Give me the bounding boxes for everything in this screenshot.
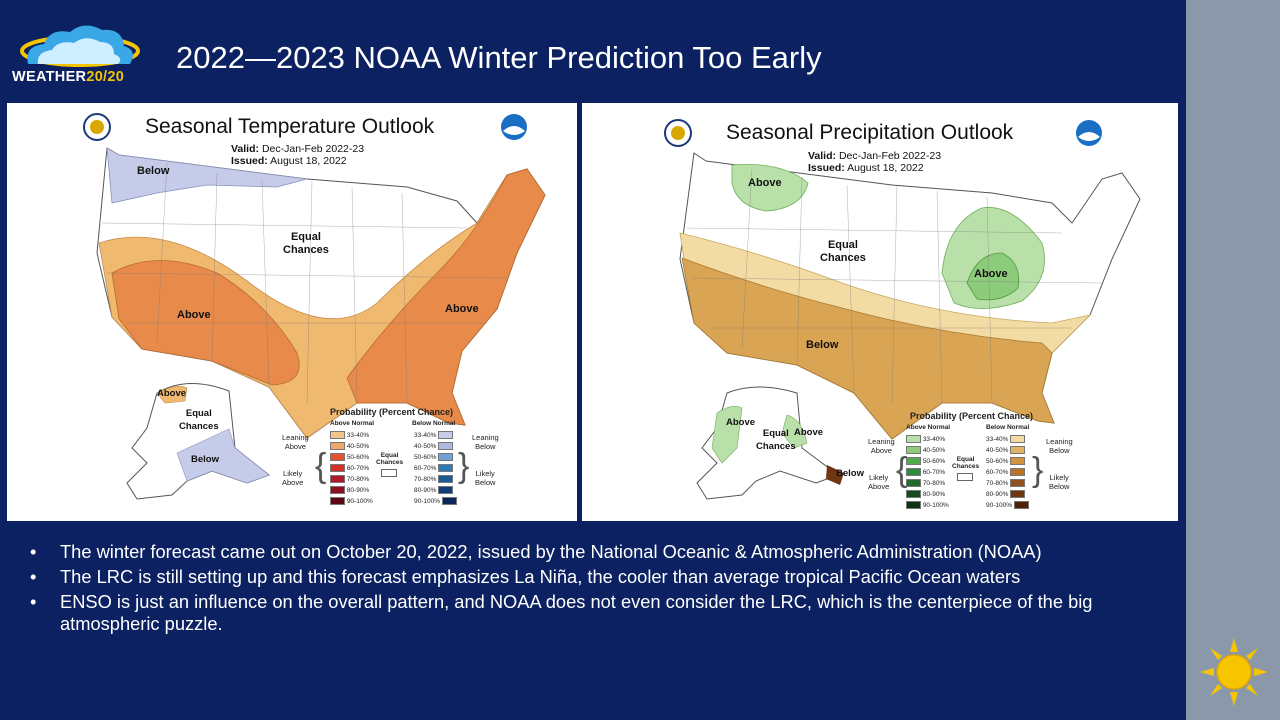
legend-row-above: 33-40% — [906, 435, 945, 445]
precip-label-equal-chances: Equal Chances — [820, 239, 866, 264]
temp-label-above-alaska: Above — [157, 388, 187, 399]
bullet-item: The LRC is still setting up and this for… — [30, 566, 1170, 588]
legend-row-above: 70-80% — [330, 475, 369, 485]
temp-issued: Issued: August 18, 2022 — [231, 155, 347, 167]
legend-row-above: 40-50% — [330, 442, 369, 452]
legend-row-below: 40-50% — [414, 442, 454, 452]
temp-label-below-nw: Below — [137, 165, 170, 177]
precip-legend: Probability (Percent Chance) Above Norma… — [868, 411, 1073, 511]
precip-label-below-south: Below — [806, 339, 839, 351]
legend-row-below: 33-40% — [414, 431, 454, 441]
bullet-item: The winter forecast came out on October … — [30, 541, 1170, 563]
bullet-item: ENSO is just an influence on the overall… — [30, 591, 1170, 635]
legend-row-above: 50-60% — [906, 457, 945, 467]
temp-label-below-alaska: Below — [191, 454, 219, 465]
legend-row-below: 40-50% — [986, 446, 1026, 456]
legend-row-above: 70-80% — [906, 479, 945, 489]
temp-map-title: Seasonal Temperature Outlook — [145, 115, 435, 138]
temp-legend: Probability (Percent Chance) Above Norma… — [282, 407, 499, 507]
legend-row-above: 33-40% — [330, 431, 369, 441]
logo-wordmark: WEATHER20/20 — [12, 69, 125, 85]
slide-title: 2022—2023 NOAA Winter Prediction Too Ear… — [176, 40, 822, 75]
temp-label-above-east: Above — [445, 303, 479, 315]
legend-row-above: 80-90% — [906, 490, 945, 500]
legend-row-above: 90-100% — [330, 497, 373, 507]
temp-label-above-west: Above — [177, 309, 211, 321]
temp-label-equal-chances: Equal Chances — [283, 231, 329, 256]
right-sidebar — [1186, 0, 1280, 720]
legend-row-above: 50-60% — [330, 453, 369, 463]
precip-label-above-nw: Above — [748, 177, 782, 189]
precip-label-equal-alaska: Equal Chances — [756, 428, 796, 452]
weather2020-logo — [20, 25, 140, 67]
legend-row-below: 80-90% — [986, 490, 1026, 500]
bullet-list: The winter forecast came out on October … — [30, 541, 1170, 638]
precip-label-above-alaska-south: Above — [794, 427, 824, 438]
sun-icon — [1200, 638, 1268, 706]
precip-issued: Issued: August 18, 2022 — [808, 162, 924, 174]
legend-row-below: 33-40% — [986, 435, 1026, 445]
legend-row-above: 80-90% — [330, 486, 369, 496]
precip-label-below-alaska: Below — [836, 468, 864, 479]
legend-row-below: 60-70% — [414, 464, 454, 474]
legend-row-above: 40-50% — [906, 446, 945, 456]
legend-row-above: 60-70% — [330, 464, 369, 474]
temp-valid: Valid: Dec-Jan-Feb 2022-23 — [231, 143, 365, 155]
legend-row-below: 80-90% — [414, 486, 454, 496]
legend-row-below: 70-80% — [414, 475, 454, 485]
legend-row-below: 90-100% — [414, 497, 457, 507]
precip-valid: Valid: Dec-Jan-Feb 2022-23 — [808, 150, 942, 162]
legend-row-above: 60-70% — [906, 468, 945, 478]
legend-row-below: 50-60% — [986, 457, 1026, 467]
legend-row-below: 50-60% — [414, 453, 454, 463]
legend-row-below: 90-100% — [986, 501, 1029, 511]
temperature-outlook-map: Seasonal Temperature Outlook Valid: Dec-… — [7, 103, 577, 521]
precip-label-above-greatlakes: Above — [974, 268, 1008, 280]
legend-row-below: 60-70% — [986, 468, 1026, 478]
precip-map-title: Seasonal Precipitation Outlook — [726, 121, 1014, 144]
precip-label-above-alaska-west: Above — [726, 417, 756, 428]
legend-row-above: 90-100% — [906, 501, 949, 511]
legend-row-below: 70-80% — [986, 479, 1026, 489]
temp-label-equal-alaska: Equal Chances — [179, 408, 219, 432]
precipitation-outlook-map: Seasonal Precipitation Outlook Valid: De… — [582, 103, 1178, 521]
